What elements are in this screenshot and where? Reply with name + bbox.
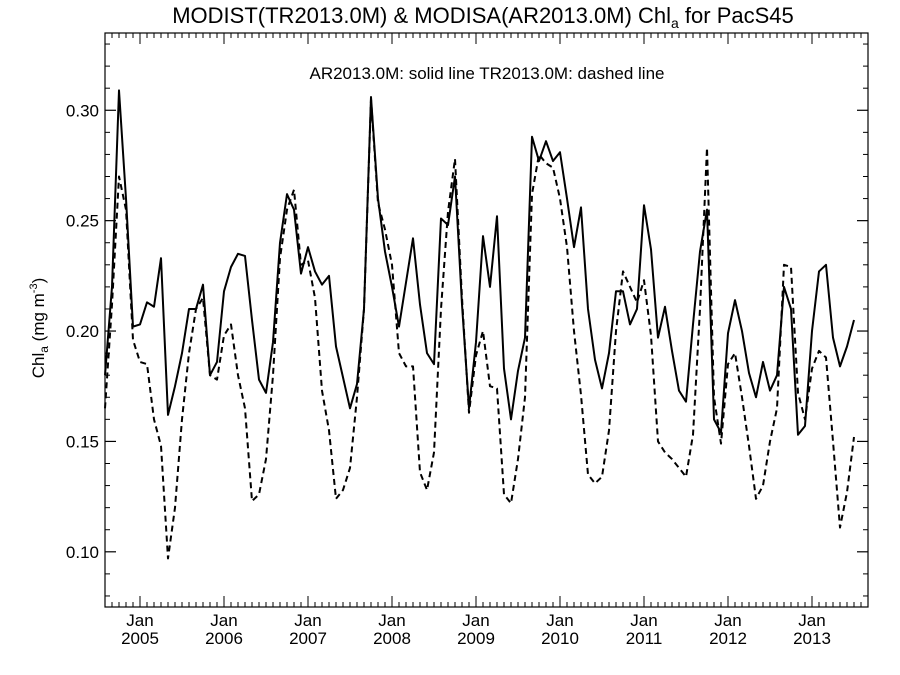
x-tick-month-label: Jan <box>210 611 237 630</box>
y-axis: 0.10 0.15 0.20 0.25 0.30 <box>66 43 868 597</box>
x-tick-year-label: 2007 <box>289 629 327 648</box>
y-tick-label: 0.15 <box>66 432 99 451</box>
x-axis: Jan2005Jan2006Jan2007Jan2008Jan2009Jan20… <box>111 33 862 648</box>
x-tick-year-label: 2012 <box>709 629 747 648</box>
series-line-dashed <box>104 98 855 560</box>
x-tick-year-label: 2005 <box>121 629 159 648</box>
x-tick-month-label: Jan <box>378 611 405 630</box>
svg-text:Chla (mg m-3): Chla (mg m-3) <box>28 278 51 379</box>
series-annotation: AR2013.0M: solid line TR2013.0M: dashed … <box>309 64 664 83</box>
y-tick-label: 0.20 <box>66 322 99 341</box>
y-tick-label: 0.10 <box>66 543 99 562</box>
plot-frame <box>104 32 869 608</box>
x-tick-year-label: 2006 <box>205 629 243 648</box>
y-tick-label: 0.25 <box>66 212 99 231</box>
chart-title-subscript: a <box>671 15 679 31</box>
series-layer <box>104 89 855 560</box>
x-tick-month-label: Jan <box>126 611 153 630</box>
x-tick-year-label: 2009 <box>457 629 495 648</box>
chart-title: MODIST(TR2013.0M) & MODISA(AR2013.0M) Ch… <box>172 3 794 31</box>
x-tick-month-label: Jan <box>294 611 321 630</box>
x-tick-year-label: 2010 <box>541 629 579 648</box>
x-tick-month-label: Jan <box>462 611 489 630</box>
x-tick-month-label: Jan <box>546 611 573 630</box>
y-axis-title: Chla (mg m-3) <box>28 278 51 379</box>
y-tick-label: 0.30 <box>66 101 99 120</box>
x-tick-month-label: Jan <box>798 611 825 630</box>
x-tick-month-label: Jan <box>630 611 657 630</box>
x-tick-year-label: 2011 <box>626 629 663 648</box>
x-tick-year-label: 2008 <box>373 629 411 648</box>
series-line-solid <box>104 89 855 436</box>
x-tick-month-label: Jan <box>714 611 741 630</box>
x-tick-year-label: 2013 <box>793 629 831 648</box>
